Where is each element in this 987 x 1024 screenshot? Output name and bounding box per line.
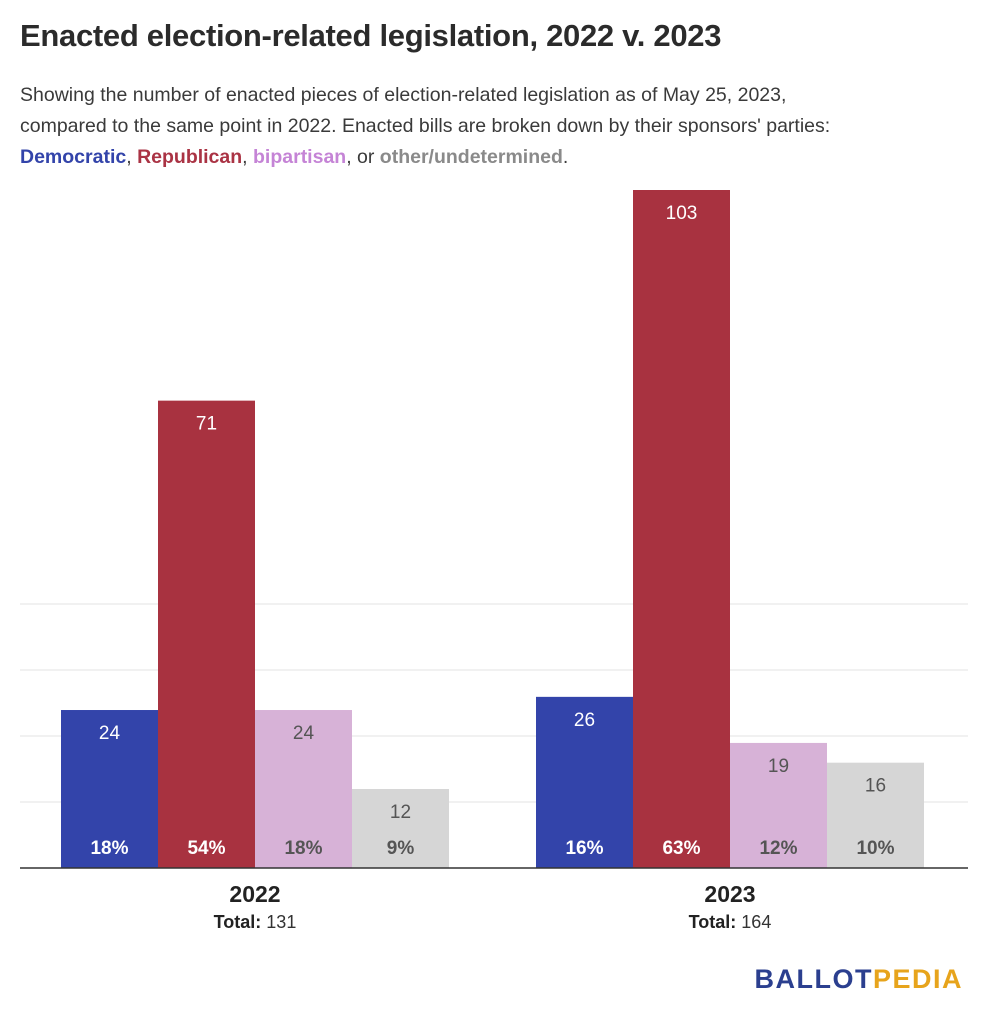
bar-bipartisan-2022 xyxy=(255,710,352,868)
data-label-percent: 16% xyxy=(565,838,603,859)
logo-part1: BALLOT xyxy=(754,964,873,994)
subtitle-line2: compared to the same point in 2022. Enac… xyxy=(20,115,831,137)
subtitle-sep3: , or xyxy=(346,146,380,168)
data-label-value: 24 xyxy=(99,723,121,744)
legend-other: other/undetermined xyxy=(379,146,563,168)
bar-republican-2023 xyxy=(633,190,730,868)
total-label: Total: 131 xyxy=(214,912,297,932)
x-tick-label: 2022 xyxy=(229,881,280,907)
bar-other-undetermined-2023 xyxy=(827,762,924,868)
data-label-value: 24 xyxy=(293,723,315,744)
legend-bipartisan: bipartisan xyxy=(253,146,347,168)
total-value: 164 xyxy=(741,912,771,932)
subtitle-end: . xyxy=(562,146,569,168)
subtitle-sep1: , xyxy=(126,146,138,168)
bar-democratic-2022 xyxy=(61,710,158,868)
subtitle-line1: Showing the number of enacted pieces of … xyxy=(20,84,787,106)
logo-part2: PEDIA xyxy=(872,964,963,994)
legend-democratic: Democratic xyxy=(20,146,127,168)
bar-democratic-2023 xyxy=(536,696,633,868)
data-label-value: 26 xyxy=(574,710,595,731)
total-label: Total: 164 xyxy=(689,912,772,932)
total-value: 131 xyxy=(266,912,296,932)
legend-republican: Republican xyxy=(137,146,243,168)
data-label-percent: 18% xyxy=(90,838,128,859)
ballotpedia-logo: BALLOTPEDIA xyxy=(754,964,963,995)
chart-subtitle: Showing the number of enacted pieces of … xyxy=(20,80,970,173)
chart-title: Enacted election-related legislation, 20… xyxy=(20,18,722,53)
bar-other-undetermined-2022 xyxy=(352,789,449,868)
data-label-value: 19 xyxy=(768,756,789,777)
data-label-value: 12 xyxy=(390,802,411,823)
bar-bipartisan-2023 xyxy=(730,742,827,868)
total-label-prefix: Total: xyxy=(689,912,742,932)
subtitle-sep2: , xyxy=(242,146,254,168)
data-label-percent: 18% xyxy=(284,838,322,859)
data-label-value: 16 xyxy=(865,776,886,797)
data-label-percent: 63% xyxy=(662,838,700,859)
x-tick-label: 2023 xyxy=(704,881,755,907)
data-label-percent: 9% xyxy=(387,838,415,859)
data-label-value: 103 xyxy=(666,203,698,224)
data-label-value: 71 xyxy=(196,414,217,435)
data-label-percent: 12% xyxy=(759,838,797,859)
data-label-percent: 10% xyxy=(856,838,894,859)
data-label-percent: 54% xyxy=(187,838,225,859)
total-label-prefix: Total: xyxy=(214,912,267,932)
bar-republican-2022 xyxy=(158,400,255,868)
